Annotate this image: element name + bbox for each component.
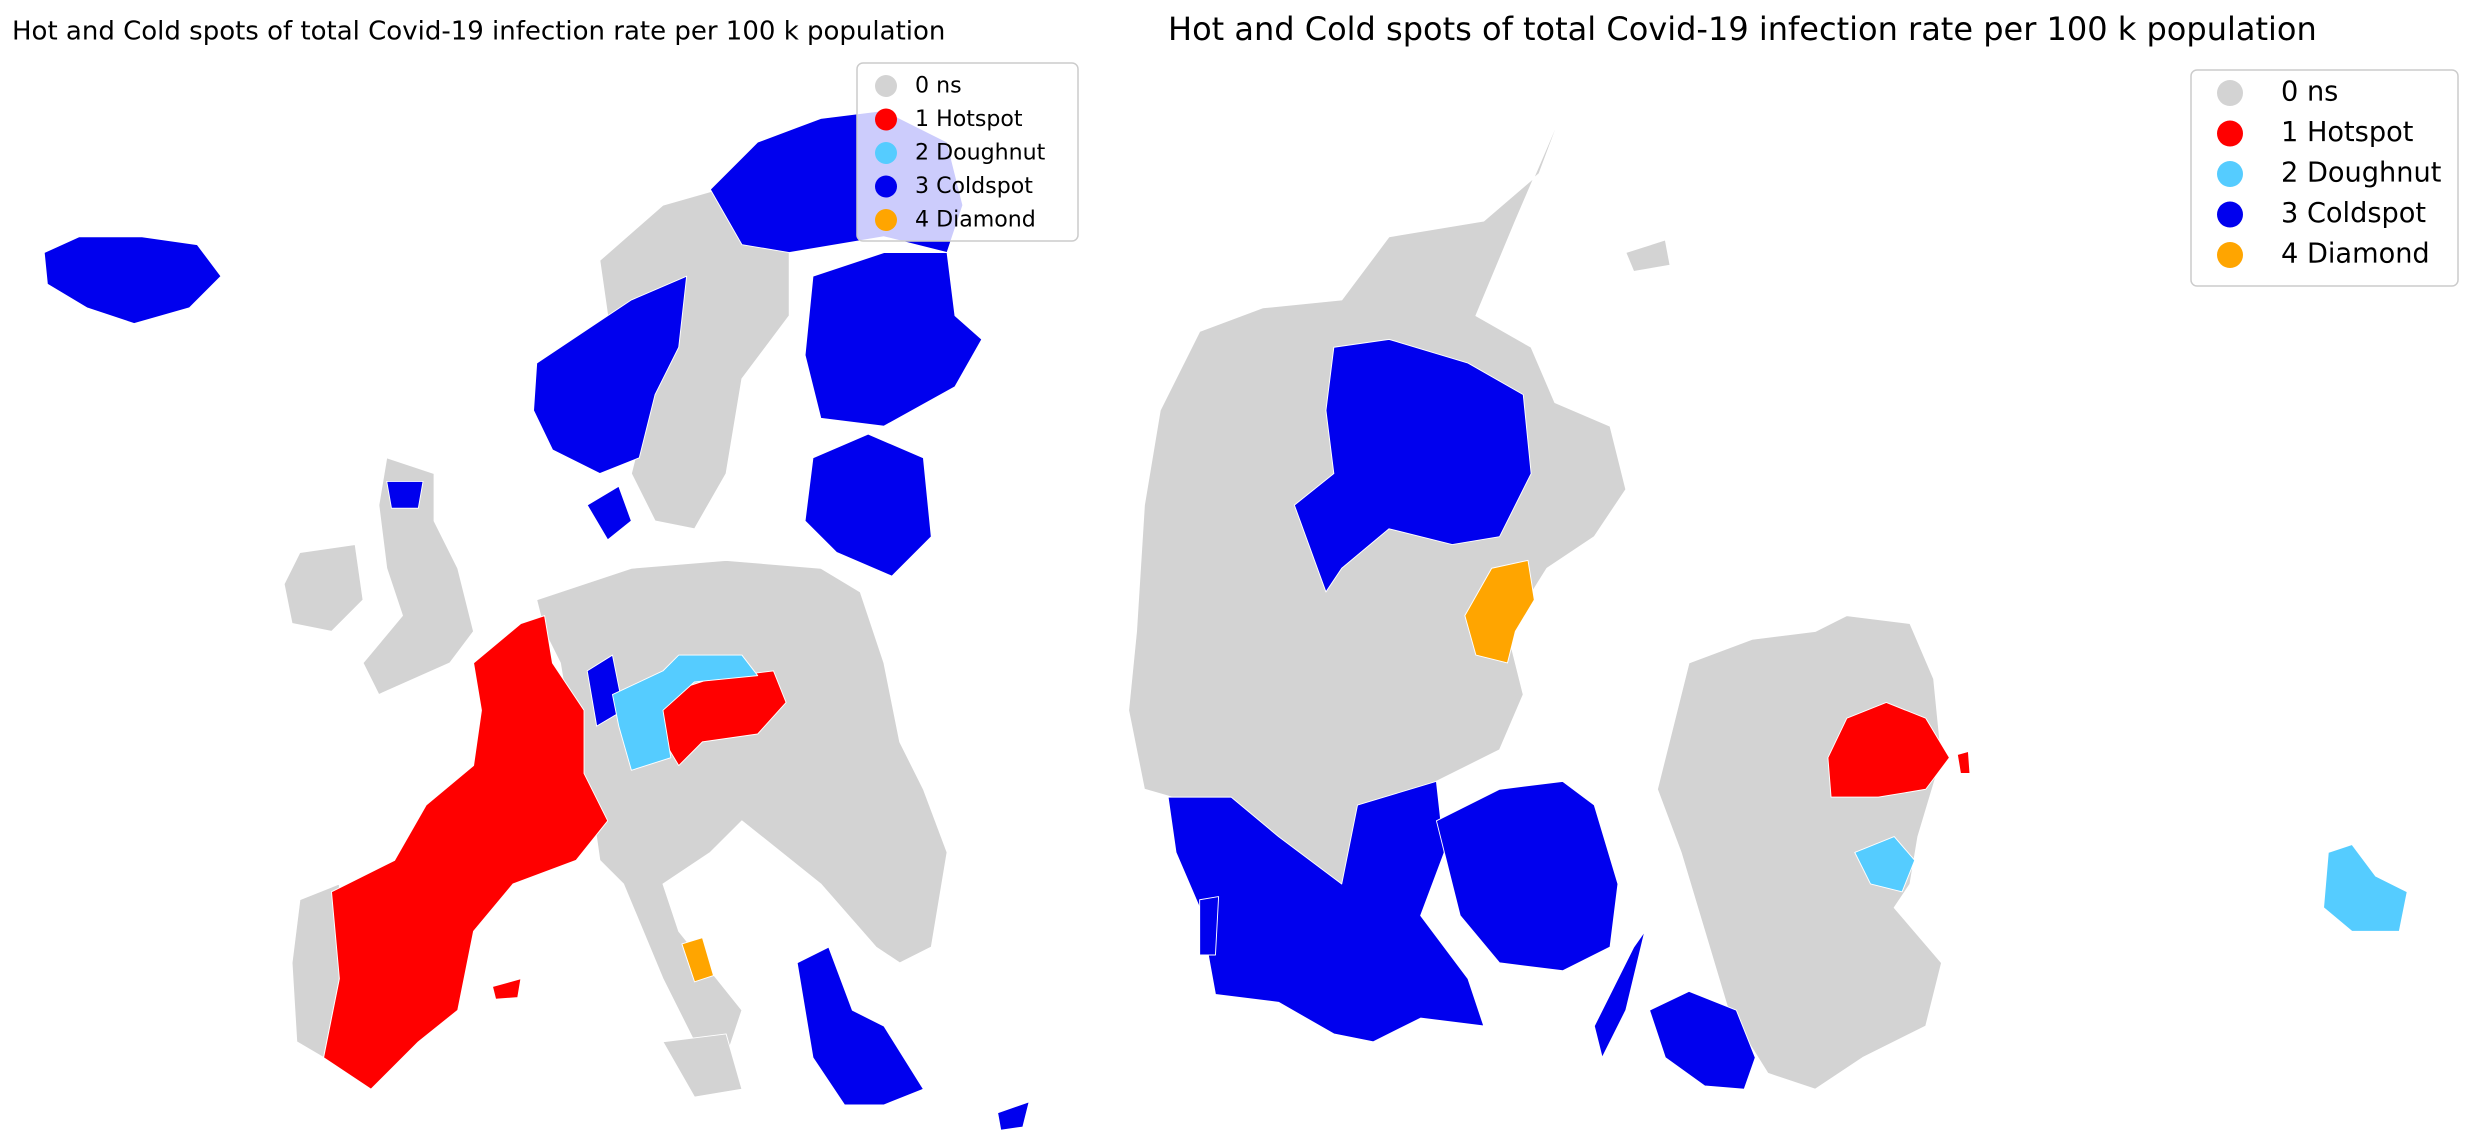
legend-label: 2 Doughnut: [2281, 158, 2442, 189]
region: [1854, 836, 1916, 893]
region: [323, 615, 609, 1090]
region: [1593, 930, 1646, 1059]
region: [283, 544, 364, 632]
legend: 0 ns 1 Hotspot 2 Doughnut 3 Coldspot 4 Diamo…: [2190, 69, 2459, 287]
region: [362, 457, 475, 696]
legend-label: 3 Coldspot: [915, 173, 1033, 199]
legend-label: 4 Diamond: [2281, 239, 2430, 270]
maps: [43, 110, 2408, 1131]
legend-marker: [875, 175, 897, 198]
legend-label: 0 ns: [915, 73, 962, 99]
legend-marker: [2217, 120, 2243, 147]
legend-marker: [875, 75, 897, 97]
legend-marker: [875, 209, 897, 231]
region: [1167, 780, 1485, 1043]
region: [804, 433, 932, 577]
region: [1827, 701, 1950, 798]
map-title: Hot and Cold spots of total Covid-19 inf…: [1168, 10, 2317, 48]
region: [386, 480, 424, 509]
legend-label: 0 ns: [2281, 77, 2338, 108]
region: [533, 275, 688, 475]
legend-marker: [2217, 80, 2243, 106]
region: [492, 978, 522, 1000]
region: [662, 1033, 743, 1098]
legend-label: 3 Coldspot: [2281, 198, 2426, 229]
legend-marker: [875, 108, 897, 131]
region: [796, 946, 924, 1106]
region: [586, 485, 632, 541]
map-title: Hot and Cold spots of total Covid-19 inf…: [12, 17, 945, 47]
legend-box: [856, 62, 1079, 242]
legend-marker: [875, 142, 897, 164]
region: [1293, 338, 1532, 593]
region: [1464, 559, 1535, 664]
legend: 0 ns 1 Hotspot 2 Doughnut 3 Coldspot 4 Diamo…: [856, 62, 1079, 242]
legend-label: 2 Doughnut: [915, 140, 1046, 166]
region: [1435, 780, 1619, 972]
region: [43, 236, 222, 325]
legend-label: 4 Diamond: [915, 207, 1036, 233]
legend-label: 1 Hotspot: [2281, 117, 2414, 148]
region: [1625, 239, 1671, 272]
region: [1649, 990, 1756, 1090]
legend-marker: [2217, 201, 2243, 228]
europe-map: [43, 110, 1030, 1131]
region: [804, 252, 983, 427]
legend-box: [2190, 69, 2459, 287]
region: [1199, 896, 1220, 956]
denmark-map: [1128, 110, 2408, 1090]
region: [1956, 750, 1971, 774]
region: [681, 937, 714, 983]
region: [611, 654, 759, 771]
legend-marker: [2217, 242, 2243, 268]
legend-label: 1 Hotspot: [915, 106, 1023, 132]
region: [997, 1101, 1030, 1131]
region: [2323, 844, 2408, 932]
legend-marker: [2217, 161, 2243, 187]
